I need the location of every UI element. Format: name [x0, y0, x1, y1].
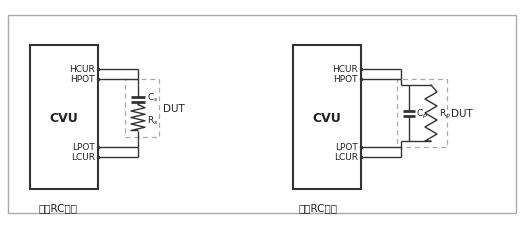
Text: CVU: CVU [50, 111, 78, 124]
Text: LCUR: LCUR [334, 153, 358, 162]
Text: LPOT: LPOT [72, 143, 95, 152]
Text: HCUR: HCUR [69, 65, 95, 74]
Text: 并联RC配置: 并联RC配置 [298, 202, 337, 212]
Text: 串联RC配置: 串联RC配置 [38, 202, 77, 212]
Bar [8, 16, 516, 213]
Text: R$_p$: R$_p$ [439, 107, 451, 120]
Bar [125, 80, 159, 137]
Bar [397, 80, 447, 147]
Text: C$_s$: C$_s$ [147, 91, 159, 104]
Text: R$_s$: R$_s$ [147, 114, 159, 126]
Bar [30, 46, 98, 189]
Text: C$_p$: C$_p$ [416, 107, 428, 120]
Text: HPOT: HPOT [70, 75, 95, 84]
Bar [293, 46, 361, 189]
Text: DUT: DUT [451, 109, 472, 118]
Text: HCUR: HCUR [332, 65, 358, 74]
Text: CVU: CVU [312, 111, 341, 124]
Text: LPOT: LPOT [335, 143, 358, 152]
Text: HPOT: HPOT [333, 75, 358, 84]
Text: DUT: DUT [163, 103, 185, 113]
Text: LCUR: LCUR [71, 153, 95, 162]
